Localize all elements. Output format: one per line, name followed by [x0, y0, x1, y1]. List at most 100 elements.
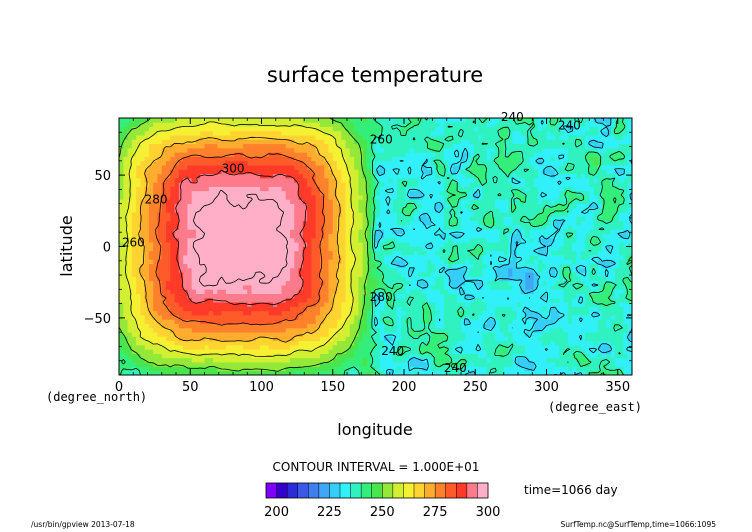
heatmap-cell — [379, 366, 385, 372]
heatmap-cell — [324, 237, 329, 243]
heatmap-cell — [392, 203, 398, 209]
heatmap-cell — [341, 315, 346, 320]
heatmap-cell — [285, 362, 291, 367]
heatmap-cell — [443, 280, 449, 286]
heatmap-cell — [178, 323, 184, 329]
heatmap-cell — [208, 293, 214, 299]
heatmap-cell — [486, 199, 492, 205]
heatmap-cell — [123, 195, 128, 200]
heatmap-cell — [217, 349, 222, 354]
heatmap-cell — [550, 220, 556, 226]
heatmap-cell — [337, 250, 342, 256]
heatmap-cell — [448, 293, 453, 299]
heatmap-cell — [191, 237, 197, 243]
heatmap-cell — [183, 199, 188, 205]
heatmap-cell — [593, 203, 599, 209]
heatmap-cell — [255, 332, 261, 337]
heatmap-cell — [281, 259, 287, 264]
heatmap-cell — [606, 353, 611, 359]
heatmap-cell — [290, 207, 295, 213]
heatmap-cell — [379, 242, 385, 247]
heatmap-cell — [354, 327, 359, 333]
heatmap-cell — [580, 285, 586, 290]
heatmap-cell — [405, 332, 411, 337]
heatmap-cell — [623, 327, 629, 333]
heatmap-cell — [443, 310, 449, 316]
heatmap-cell — [537, 250, 543, 256]
heatmap-cell — [627, 220, 633, 226]
heatmap-cell — [337, 263, 342, 269]
heatmap-cell — [242, 327, 248, 333]
heatmap-cell — [170, 306, 175, 312]
heatmap-cell — [148, 323, 154, 329]
heatmap-cell — [298, 357, 304, 363]
heatmap-cell — [567, 216, 573, 222]
heatmap-cell — [345, 293, 351, 299]
heatmap-cell — [153, 336, 158, 342]
heatmap-cell — [597, 276, 603, 282]
heatmap-cell — [178, 250, 184, 256]
heatmap-cell — [542, 302, 547, 307]
heatmap-cell — [255, 199, 261, 205]
heatmap-cell — [225, 276, 231, 282]
heatmap-cell — [123, 229, 128, 234]
heatmap-cell — [238, 242, 244, 247]
heatmap-cell — [119, 319, 124, 324]
heatmap-cell — [174, 319, 180, 324]
heatmap-cell — [431, 362, 436, 367]
heatmap-cell — [371, 289, 376, 294]
heatmap-cell — [456, 259, 462, 264]
heatmap-cell — [131, 327, 137, 333]
heatmap-cell — [508, 199, 513, 205]
heatmap-cell — [315, 366, 321, 372]
heatmap-cell — [452, 289, 458, 294]
heatmap-cell — [516, 353, 522, 359]
heatmap-cell — [131, 272, 137, 277]
heatmap-cell — [379, 319, 385, 324]
heatmap-cell — [354, 315, 359, 320]
heatmap-cell — [413, 259, 419, 264]
heatmap-cell — [290, 297, 295, 303]
heatmap-cell — [473, 302, 479, 307]
heatmap-cell — [465, 362, 470, 367]
heatmap-cell — [277, 357, 282, 363]
heatmap-cell — [187, 366, 193, 372]
heatmap-cell — [225, 340, 231, 346]
heatmap-cell — [251, 199, 257, 205]
heatmap-cell — [217, 263, 222, 269]
heatmap-cell — [298, 302, 304, 307]
heatmap-cell — [422, 259, 428, 264]
heatmap-cell — [204, 255, 210, 260]
heatmap-cell — [409, 220, 415, 226]
heatmap-cell — [572, 207, 577, 213]
heatmap-cell — [473, 220, 479, 226]
heatmap-cell — [439, 280, 445, 286]
heatmap-cell — [349, 259, 355, 264]
heatmap-cell — [127, 203, 133, 209]
heatmap-cell — [606, 310, 611, 316]
heatmap-cell — [161, 216, 167, 222]
heatmap-cell — [627, 255, 633, 260]
heatmap-cell — [302, 340, 308, 346]
heatmap-cell — [602, 323, 607, 329]
heatmap-cell — [619, 315, 624, 320]
heatmap-cell — [533, 336, 539, 342]
heatmap-cell — [606, 250, 611, 256]
heatmap-cell — [234, 229, 240, 234]
heatmap-cell — [537, 212, 543, 217]
heatmap-cell — [136, 370, 141, 376]
heatmap-cell — [418, 293, 423, 299]
heatmap-cell — [166, 293, 171, 299]
heatmap-cell — [473, 297, 479, 303]
heatmap-cell — [324, 246, 329, 252]
heatmap-cell — [170, 319, 175, 324]
heatmap-cell — [516, 297, 522, 303]
heatmap-cell — [260, 336, 265, 342]
heatmap-cell — [379, 255, 385, 260]
heatmap-cell — [546, 276, 552, 282]
heatmap-cell — [166, 272, 171, 277]
heatmap-cell — [183, 357, 188, 363]
heatmap-cell — [341, 267, 346, 273]
heatmap-cell — [290, 370, 295, 376]
heatmap-cell — [349, 195, 355, 200]
